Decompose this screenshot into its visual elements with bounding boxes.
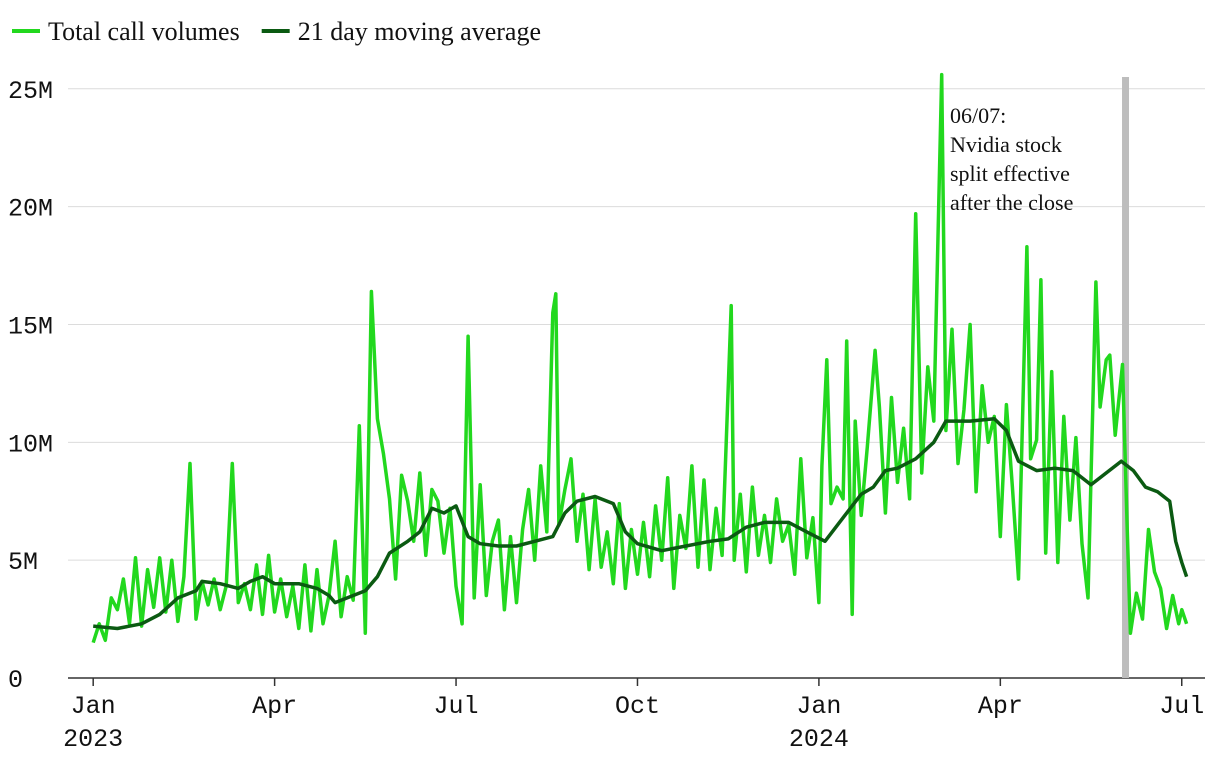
annotation-text: split effective — [950, 161, 1070, 186]
y-tick-label: 5M — [8, 548, 38, 577]
series-line — [93, 416, 1189, 631]
y-tick-label: 10M — [8, 430, 53, 459]
annotation-text: after the close — [950, 190, 1073, 215]
x-tick-label: Apr — [252, 692, 298, 721]
y-tick-label: 25M — [8, 77, 53, 106]
x-tick-label: Jul — [433, 692, 479, 721]
y-tick-label: 15M — [8, 312, 53, 341]
x-tick-label: Oct — [614, 692, 660, 721]
x-tick-label: Jan 2023 — [63, 692, 124, 754]
y-tick-label: 20M — [8, 195, 53, 224]
series-line — [91, 72, 1189, 644]
legend-label: Total call volumes — [48, 17, 240, 46]
x-tick-label: Jul — [1159, 692, 1205, 721]
x-tick-label: Apr — [977, 692, 1023, 721]
annotation-text: Nvidia stock — [950, 132, 1062, 157]
annotation-text: 06/07: — [950, 103, 1006, 128]
y-tick-label: 0 — [8, 666, 23, 695]
legend-label: 21 day moving average — [298, 17, 541, 46]
x-tick-label: Jan 2024 — [788, 692, 849, 754]
